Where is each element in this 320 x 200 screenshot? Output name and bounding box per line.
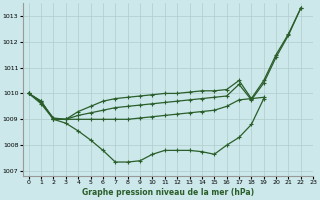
X-axis label: Graphe pression niveau de la mer (hPa): Graphe pression niveau de la mer (hPa) — [82, 188, 254, 197]
